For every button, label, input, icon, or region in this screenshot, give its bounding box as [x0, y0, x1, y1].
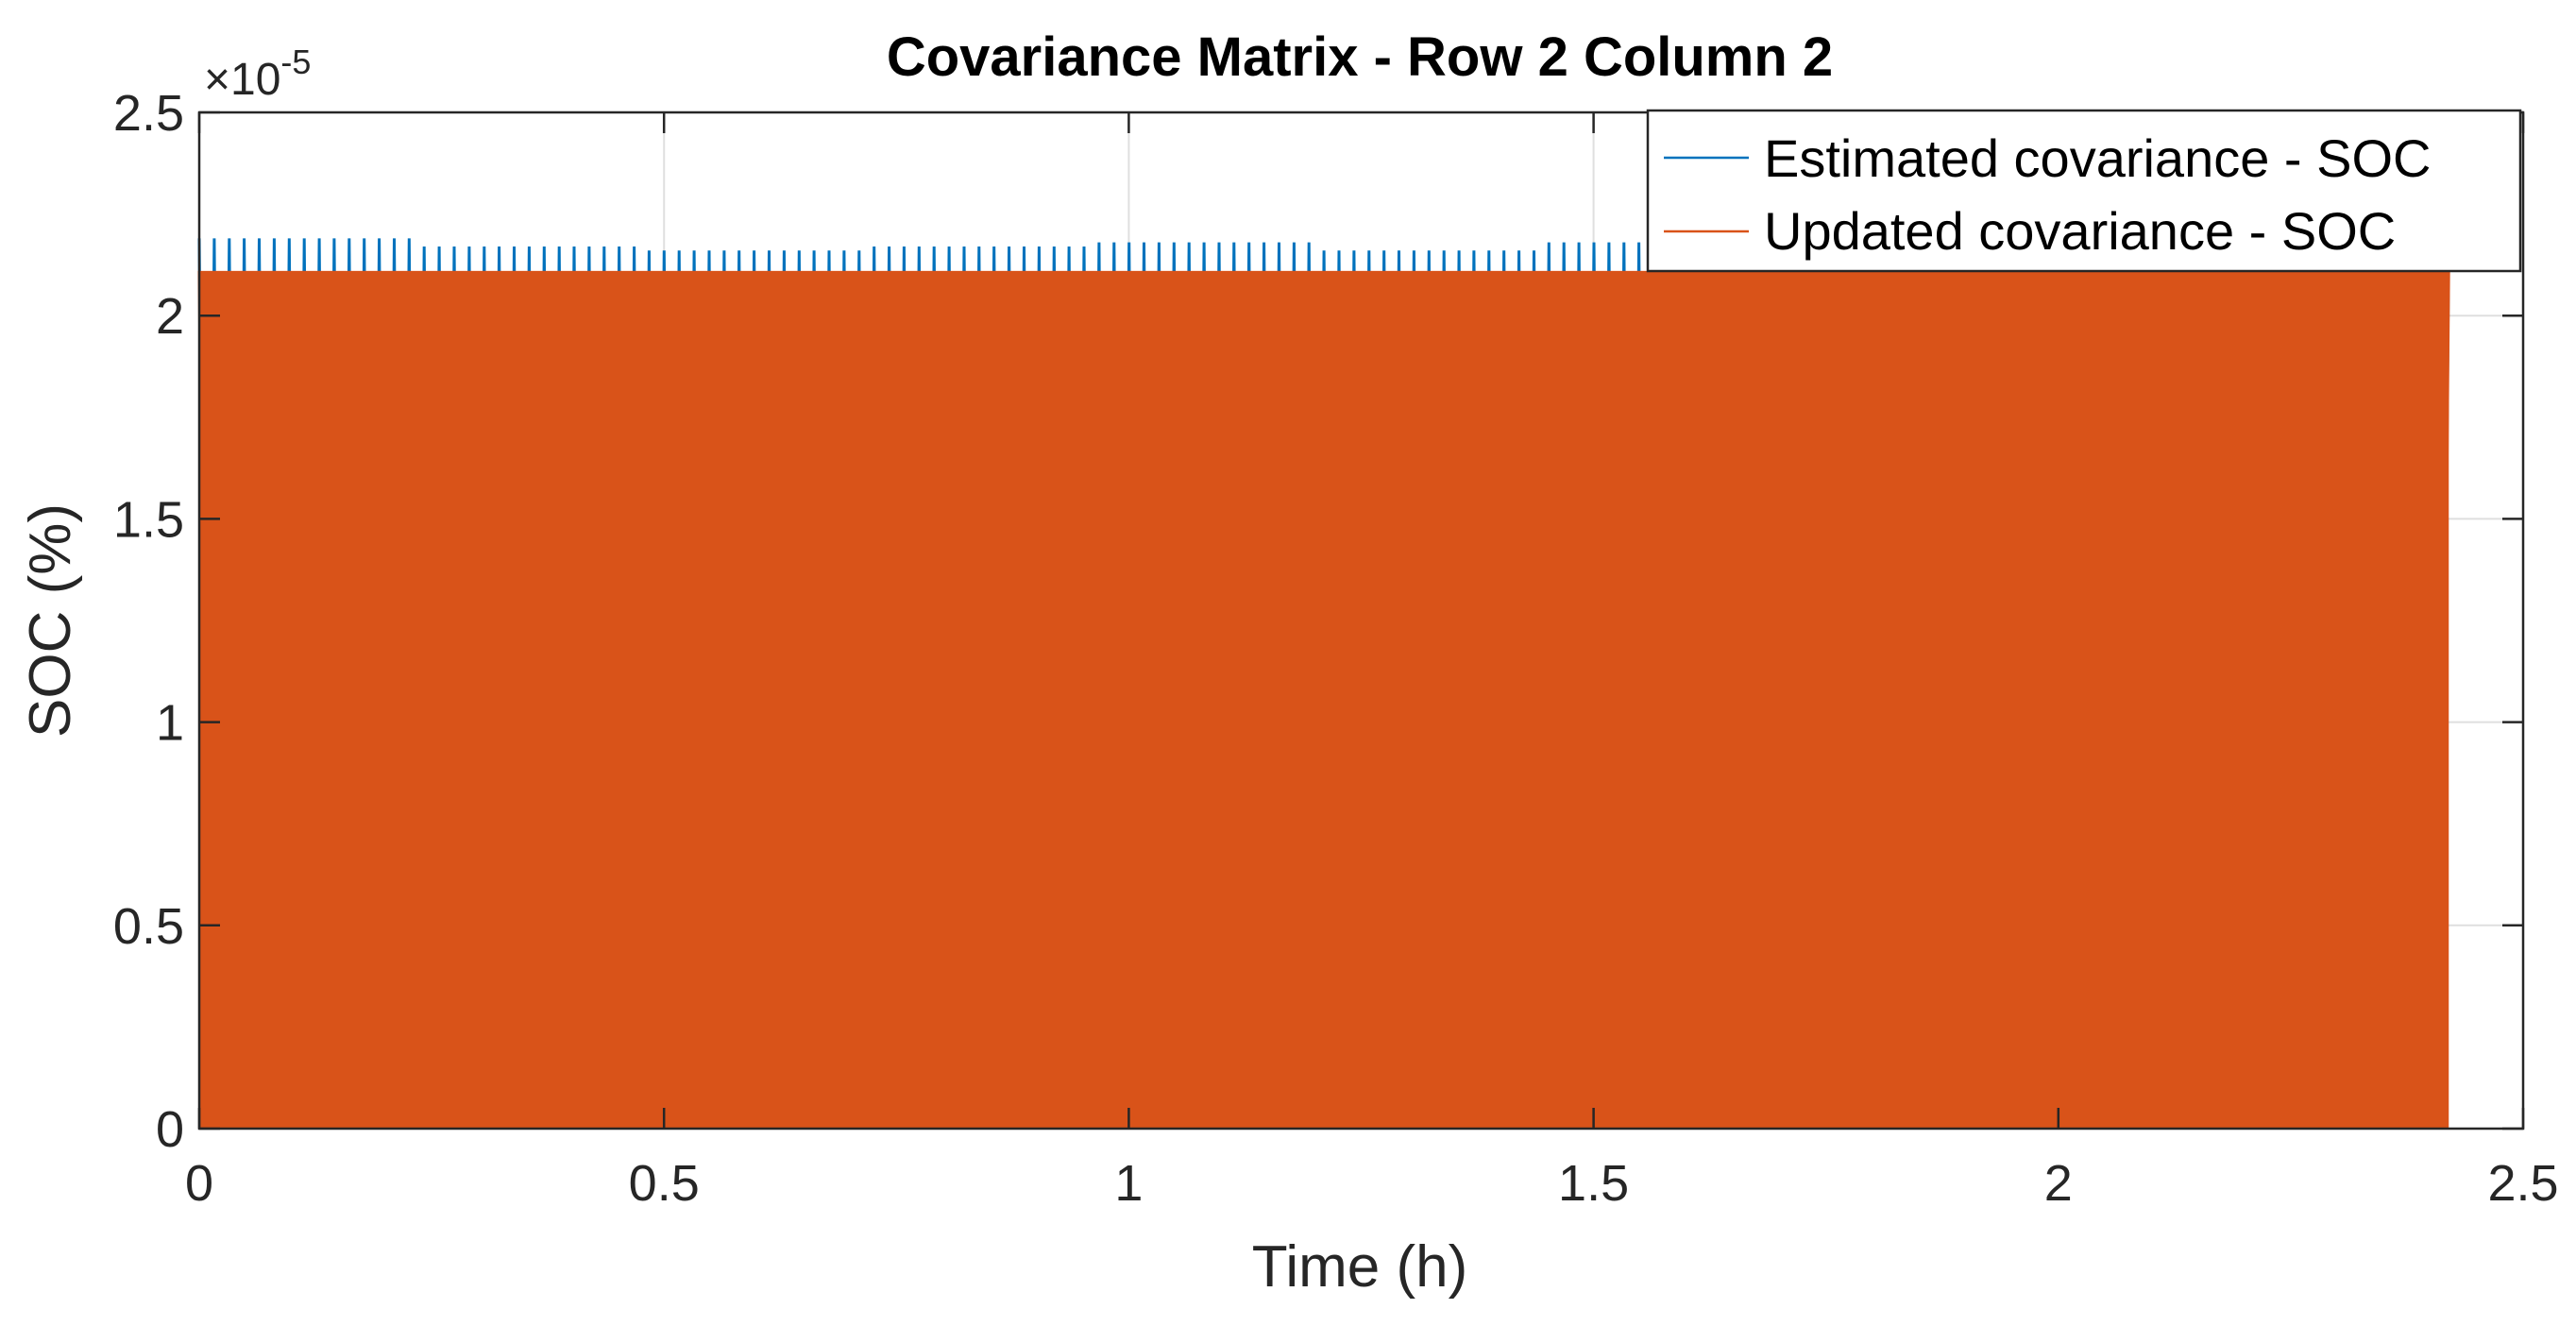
chart-title: Covariance Matrix - Row 2 Column 2: [887, 26, 1833, 88]
legend: Estimated covariance - SOC Updated covar…: [1646, 109, 2522, 273]
legend-label-estimated: Estimated covariance - SOC: [1764, 128, 2431, 188]
x-tick-label: 2: [2044, 1155, 2073, 1212]
y-tick-label: 0: [156, 1101, 184, 1158]
y-axis-label: SOC (%): [18, 503, 83, 738]
series-band-updated: [199, 270, 2449, 1130]
series-layer: [197, 238, 2450, 1130]
axes-frame: [197, 110, 2525, 1130]
y-tick-label: 1: [156, 695, 184, 752]
y-tick-labels: 0 0.5 1 1.5 2 2.5: [113, 85, 184, 1158]
x-tick-label: 1.5: [1558, 1155, 1629, 1212]
legend-box: [1646, 109, 2522, 273]
y-exponent-base: ×10: [204, 55, 280, 105]
y-exponent-label: ×10-5: [204, 42, 311, 105]
y-tick-label: 1.5: [113, 491, 184, 548]
x-tick-labels: 0 0.5 1 1.5 2 2.5: [185, 1155, 2559, 1212]
x-tick-label: 0.5: [629, 1155, 700, 1212]
y-tick-label: 2.5: [113, 85, 184, 142]
x-tick-label: 1: [1114, 1155, 1143, 1212]
y-tick-label: 0.5: [113, 898, 184, 955]
x-tick-label: 0: [185, 1155, 213, 1212]
y-tick-label: 2: [156, 288, 184, 345]
x-tick-label: 2.5: [2487, 1155, 2558, 1212]
y-exponent-power: -5: [280, 42, 311, 81]
x-axis-label: Time (h): [1252, 1234, 1467, 1300]
legend-label-updated: Updated covariance - SOC: [1764, 201, 2396, 261]
